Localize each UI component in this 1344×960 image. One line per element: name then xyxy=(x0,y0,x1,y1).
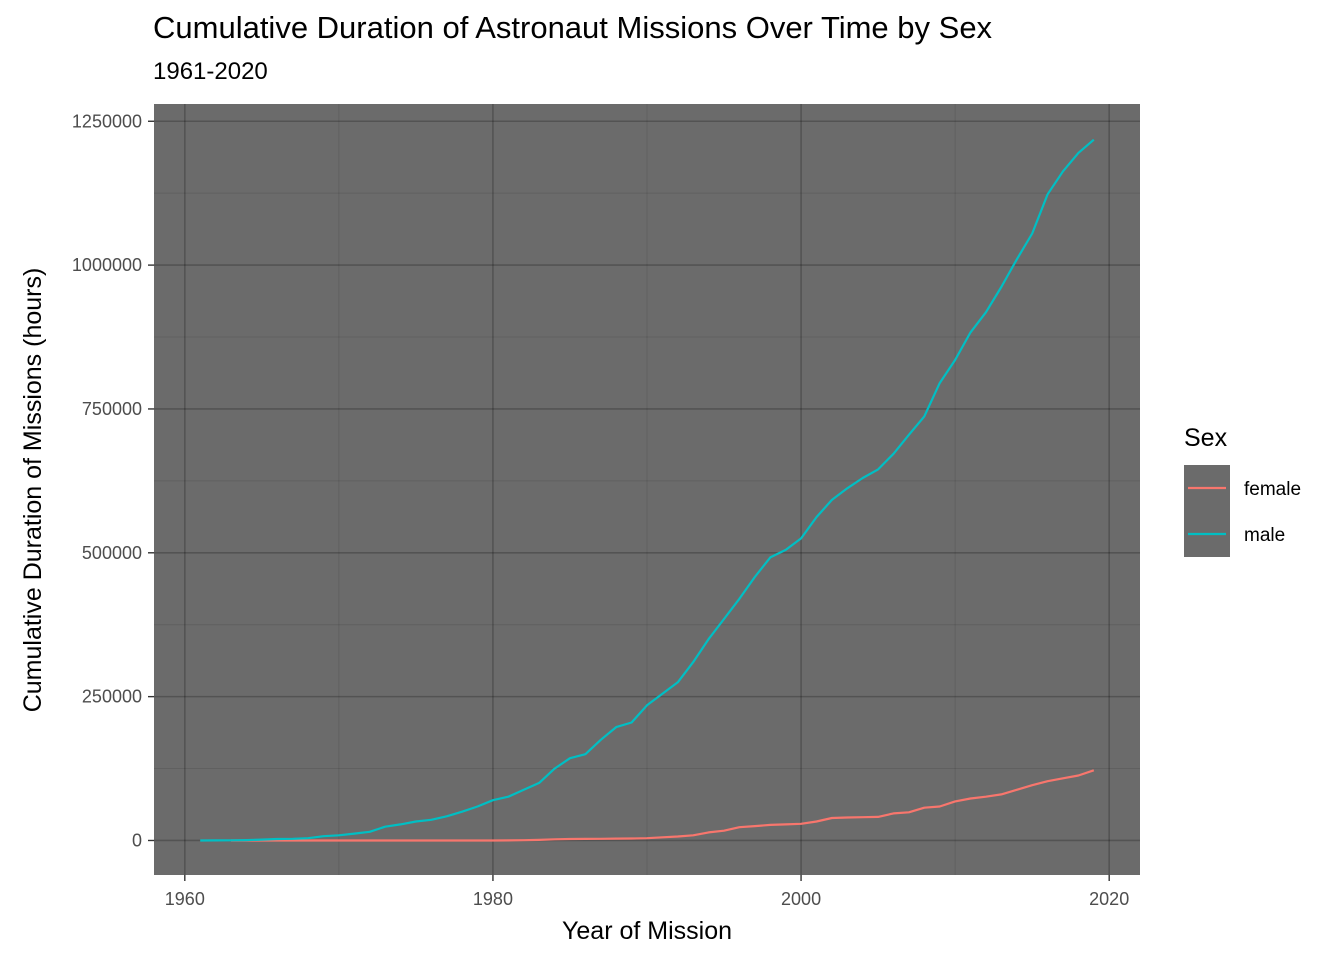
y-axis-title: Cumulative Duration of Missions (hours) xyxy=(19,268,47,713)
legend-label-male: male xyxy=(1244,525,1285,546)
grid-minor xyxy=(154,104,1140,875)
legend: Sex female male xyxy=(1184,424,1301,557)
grid-major xyxy=(154,104,1140,875)
x-axis-ticks: 1960 1980 2000 2020 xyxy=(165,875,1129,909)
chart-title: Cumulative Duration of Astronaut Mission… xyxy=(153,10,993,45)
x-tick-label: 1960 xyxy=(165,889,205,909)
y-tick-label: 1250000 xyxy=(72,111,142,131)
y-axis-ticks: 0 250000 500000 750000 1000000 1250000 xyxy=(72,111,154,850)
y-tick-label: 1000000 xyxy=(72,255,142,275)
y-tick-label: 750000 xyxy=(82,399,142,419)
x-tick-label: 2000 xyxy=(781,889,821,909)
series-line-female xyxy=(231,769,1095,842)
legend-title: Sex xyxy=(1184,424,1228,452)
chart-subtitle: 1961-2020 xyxy=(153,58,268,85)
plot-panel xyxy=(154,104,1140,875)
series-line-male xyxy=(200,138,1095,842)
x-tick-label: 2020 xyxy=(1089,889,1129,909)
legend-key-background xyxy=(1184,465,1230,557)
x-tick-label: 1980 xyxy=(473,889,513,909)
y-tick-label: 0 xyxy=(132,830,142,850)
y-tick-label: 500000 xyxy=(82,543,142,563)
legend-label-female: female xyxy=(1244,479,1301,500)
x-axis-title: Year of Mission xyxy=(562,917,732,945)
y-tick-label: 250000 xyxy=(82,687,142,707)
series-lines xyxy=(200,138,1095,842)
